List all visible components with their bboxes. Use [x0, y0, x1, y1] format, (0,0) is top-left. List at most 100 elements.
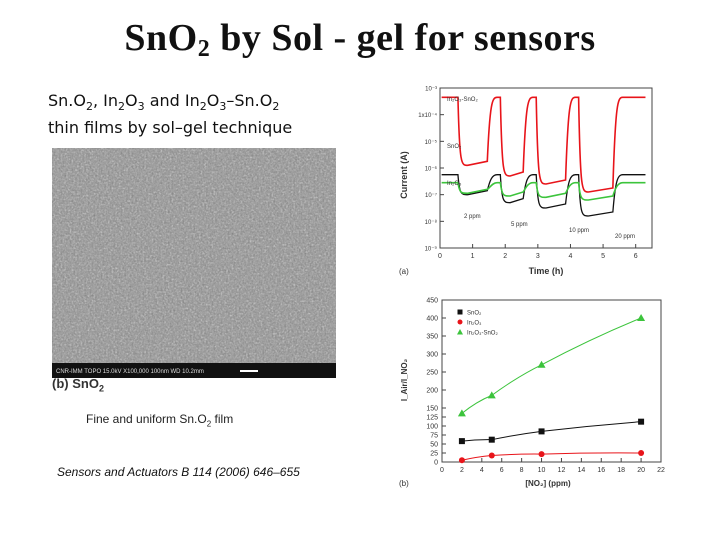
chart-b-legend-label: In₂O₃-SnO₂ — [467, 331, 498, 337]
chart-a-series-label-1: In₂O₃-SnO₂ — [447, 97, 478, 103]
chart-current-vs-time: 10⁻⁹ 10⁻⁸ 10⁻⁷ 10⁻⁶ 10⁻⁵ 1x10⁻⁴ 10⁻³ 0 1 2 3 4 5 6 C… — [399, 87, 653, 276]
chart-b-legend-label: In₂O₃ — [467, 321, 482, 327]
chart-a-x-tick-label: 3 — [536, 253, 540, 260]
chart-b-y-tick-label: 100 — [426, 424, 438, 431]
chart-a-annotation-1: 2 ppm — [464, 214, 481, 220]
chart-b-x-tick-label: 22 — [657, 467, 665, 474]
chart-b-legend-marker — [457, 309, 463, 315]
chart-b-fit-line — [461, 452, 642, 461]
subtitle: Sn.O2, In2O3 and In2O3–Sn.O2 thin films … — [48, 90, 292, 138]
chart-b-panel-label: (b) — [399, 479, 409, 488]
subtitle-subscript: 2 — [85, 100, 93, 114]
chart-a-series-label-2: SnO₂ — [447, 144, 462, 150]
chart-a-panel-label: (a) — [399, 267, 409, 276]
chart-b-x-tick-label: 10 — [538, 467, 546, 474]
chart-a-annotation-4: 20 ppm — [615, 234, 635, 240]
chart-a-y-tick-label: 10⁻³ — [425, 87, 437, 93]
chart-b-legend-label: SnO₂ — [467, 311, 482, 317]
chart-a-x-tick-label: 5 — [601, 253, 605, 260]
chart-a-x-tick-label: 6 — [634, 253, 638, 260]
chart-b-x-tick-label: 14 — [577, 467, 585, 474]
chart-b-y-tick-label: 450 — [426, 298, 438, 305]
subtitle-subscript: 3 — [137, 100, 145, 114]
slide-title: SnO2 by Sol - gel for sensors — [124, 17, 596, 62]
chart-a-annotation-3: 10 ppm — [569, 228, 589, 234]
chart-b-plot-area — [441, 299, 662, 463]
subtitle-text: Sn.O — [48, 91, 86, 110]
subtitle-subscript: 2 — [118, 100, 126, 114]
chart-b-x-tick-label: 0 — [440, 467, 444, 474]
chart-a-curve-in2o3 — [441, 181, 646, 201]
chart-b-point-circle — [538, 451, 545, 458]
chart-b-point-circle — [638, 450, 645, 456]
chart-b-x-tick-label: 4 — [480, 467, 484, 474]
chart-b-y-tick-label: 150 — [426, 406, 438, 413]
subtitle-line-2: thin films by sol–gel technique — [48, 118, 293, 138]
chart-b-ylabel: I_Air/I_NO₂ — [400, 358, 409, 401]
subtitle-subscript: 3 — [219, 100, 227, 114]
reference-citation: Sensors and Actuators B 114 (2006) 646–6… — [57, 465, 300, 479]
sem-scale-bar — [240, 370, 258, 372]
chart-a-x-tick-label: 1 — [471, 253, 475, 260]
chart-b-y-tick-label: 75 — [430, 433, 438, 440]
chart-b-point-circle — [488, 452, 495, 459]
chart-b-point-square — [488, 436, 495, 443]
chart-b-legend-marker — [457, 329, 463, 335]
chart-sensitivity-vs-no2: 0 25 50 75 100 125 150 200 250 300 350 400 450 0 2 4 6 8… — [399, 298, 665, 489]
chart-b-point-triangle — [487, 391, 496, 399]
chart-a-x-tick-label: 0 — [438, 253, 442, 260]
chart-b-x-tick-label: 6 — [500, 467, 504, 474]
chart-a-x-tick-label: 4 — [569, 253, 573, 260]
chart-a-y-tick-label: 10⁻⁹ — [425, 246, 438, 253]
subtitle-text: O — [125, 91, 138, 110]
chart-a-xlabel: Time (h) — [529, 266, 564, 276]
sem-micrograph: CNR-IMM TOPO 15.0kV X100,000 100nm WD 10… — [52, 148, 336, 378]
chart-b-x-tick-label: 12 — [558, 467, 566, 474]
subtitle-text: and In — [144, 91, 200, 110]
chart-b-y-tick-label: 400 — [426, 316, 438, 323]
chart-b-fit-line — [461, 421, 642, 442]
chart-a-y-tick-label: 10⁻⁷ — [425, 192, 437, 199]
chart-b-x-tick-label: 8 — [520, 467, 524, 474]
subtitle-text: , In — [92, 91, 119, 110]
chart-a-y-tick-label: 10⁻⁸ — [425, 219, 438, 226]
chart-b-point-triangle — [457, 409, 466, 417]
chart-b-fit-line — [461, 317, 642, 414]
chart-b-point-square — [538, 428, 545, 435]
chart-a-x-tick-label: 2 — [503, 253, 507, 260]
chart-b-point-circle — [458, 457, 465, 464]
chart-a-annotation-2: 5 ppm — [511, 222, 528, 228]
chart-a-y-tick-label: 10⁻⁵ — [425, 139, 438, 146]
chart-a-ylabel: Current (A) — [399, 151, 409, 199]
figure-caption: Fine and uniform Sn.O2 film — [86, 412, 234, 429]
chart-b-y-tick-label: 350 — [426, 334, 438, 341]
chart-b-x-tick-label: 20 — [637, 467, 645, 474]
subtitle-subscript: 2 — [272, 100, 280, 114]
chart-a-curve-in2o3-sno2 — [441, 96, 646, 193]
chart-b-y-tick-label: 25 — [430, 451, 438, 458]
chart-b-x-tick-label: 18 — [617, 467, 625, 474]
chart-b-y-tick-label: 0 — [434, 460, 438, 467]
subtitle-text: –Sn.O — [226, 91, 273, 110]
sem-label: (b) SnO2 — [52, 376, 104, 394]
chart-a-series-label-3: In₂O₃ — [447, 181, 462, 187]
chart-b-y-tick-label: 125 — [426, 415, 438, 422]
chart-b-point-square — [458, 438, 465, 445]
subtitle-subscript: 2 — [199, 100, 207, 114]
sem-info-bar: CNR-IMM TOPO 15.0kV X100,000 100nm WD 10… — [56, 369, 204, 375]
chart-b-x-tick-label: 16 — [597, 467, 605, 474]
chart-b-y-tick-label: 200 — [426, 388, 438, 395]
chart-b-point-triangle — [637, 314, 646, 321]
chart-a-plot-area — [439, 87, 653, 249]
chart-b-y-tick-label: 250 — [426, 370, 438, 377]
chart-a-y-tick-label: 10⁻⁶ — [425, 166, 438, 173]
chart-b-x-tick-label: 2 — [460, 467, 464, 474]
subtitle-text: O — [206, 91, 220, 110]
subtitle-line-1: Sn.O2, In2O3 and In2O3–Sn.O2 — [48, 90, 292, 117]
chart-b-xlabel: [NO₂] (ppm) — [525, 479, 571, 488]
chart-b-y-tick-label: 300 — [426, 352, 438, 359]
chart-b-point-triangle — [537, 360, 546, 368]
chart-a-y-tick-label: 1x10⁻⁴ — [418, 112, 437, 119]
chart-b-legend-marker — [457, 319, 463, 325]
chart-b-y-tick-label: 50 — [430, 442, 438, 449]
